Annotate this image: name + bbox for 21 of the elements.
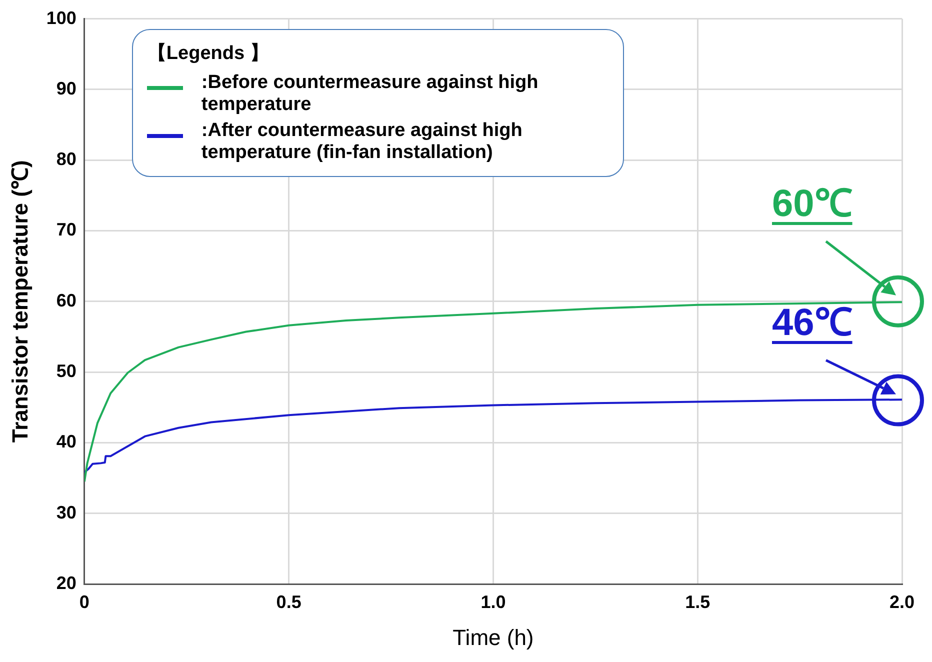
y-tick-label: 90 (56, 78, 76, 98)
y-axis-title: Transistor temperature (℃) (7, 160, 32, 443)
annotation: 60℃ (772, 182, 852, 228)
x-tick-label: 0.5 (276, 592, 302, 612)
x-tick-label: 1.5 (685, 592, 710, 612)
y-tick-label: 80 (56, 149, 76, 170)
y-tick-label: 100 (46, 8, 76, 28)
legend-title: 【Legends 】 (147, 42, 270, 66)
y-tick-label: 40 (56, 432, 76, 452)
legend-label: :After countermeasure against high temperature (fin-fan installation) (201, 120, 524, 164)
y-tick-label: 70 (56, 220, 76, 240)
y-tick-label: 60 (56, 290, 76, 310)
y-tick-label: 20 (56, 572, 76, 593)
y-tick-label: 30 (56, 502, 76, 522)
y-tick-label: 50 (56, 361, 76, 382)
x-tick-label: 2.0 (889, 592, 915, 612)
x-tick-label: 1.0 (480, 592, 506, 612)
annotation: 46℃ (772, 301, 852, 346)
x-axis-title: Time (h) (452, 624, 534, 650)
x-tick-label: 0 (79, 592, 90, 612)
legend-label: :Before countermeasure against high temperature (201, 72, 540, 116)
